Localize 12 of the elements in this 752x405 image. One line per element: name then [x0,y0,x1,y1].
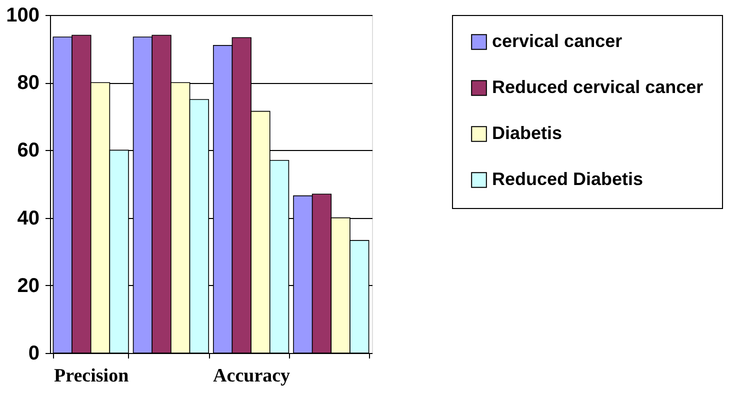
x-tick-label: Precision [54,366,130,386]
y-tick-label: 40 [17,207,40,230]
legend-label: Diabetis [492,123,562,143]
y-tick-label: 80 [17,72,40,94]
y-tick-label: 60 [17,140,40,162]
x-tick-label: Accuracy [213,366,291,386]
legend-label: Reduced Diabetis [492,169,644,189]
legend-label: cervical cancer [492,31,622,51]
y-tick-label: 100 [6,4,40,26]
y-tick-label: 0 [28,342,40,364]
y-tick-label: 20 [17,274,40,297]
legend-label: Reduced cervical cancer [492,77,704,97]
